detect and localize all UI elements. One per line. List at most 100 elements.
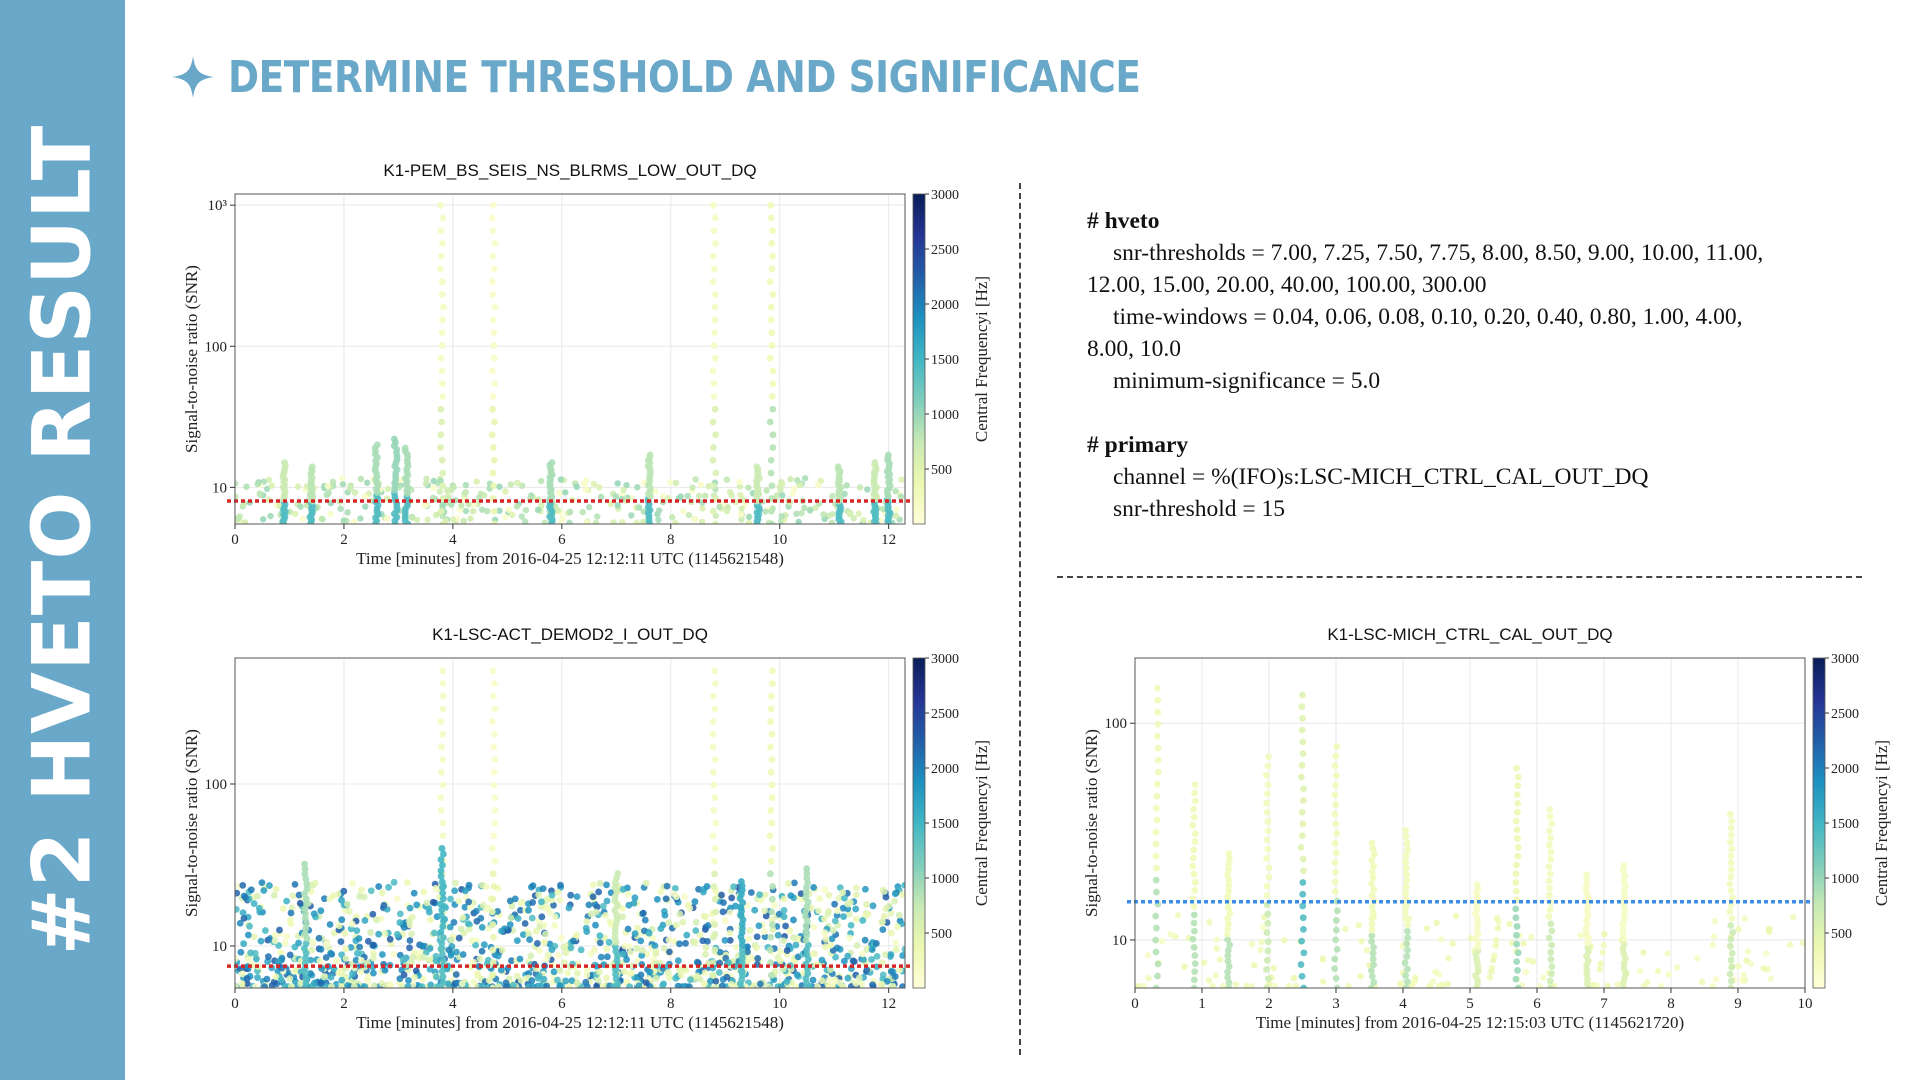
y-tick-label: 100: [205, 339, 228, 355]
sidebar-title: #2 HVETO RESULT: [15, 124, 109, 956]
x-tick-label: 5: [1466, 996, 1474, 1012]
chart-lsc-act-demod2: K1-LSC-ACT_DEMOD2_I_OUT_DQ 0 2 4 6 8 10 12 10 100…: [175, 612, 995, 1032]
spike-12: [1619, 862, 1629, 988]
x-tick-label: 6: [1533, 996, 1541, 1012]
x-tick-label: 8: [667, 532, 675, 548]
y-tick-label: 10: [212, 939, 227, 955]
colorbar-tick-label: 2500: [931, 243, 959, 258]
x-tick-label: 12: [881, 532, 896, 548]
spike-12: [834, 463, 845, 524]
x-tick-label: 2: [1265, 996, 1273, 1012]
chart-pem-seis: K1-PEM_BS_SEIS_NS_BLRMS_LOW_OUT_DQ 0 2 4 6 8 1…: [175, 148, 995, 568]
colorbar-tick-label: 500: [1831, 927, 1852, 942]
chart-svg: K1-LSC-ACT_DEMOD2_I_OUT_DQ 0 2 4 6 8 10 12 10 100…: [182, 625, 991, 1032]
spike-4: [1297, 691, 1308, 988]
horizontal-divider: [1057, 576, 1862, 578]
colorbar-tick-label: 2000: [931, 298, 959, 313]
channel-line: channel = %(IFO)s:LSC-MICH_CTRL_CAL_OUT_…: [1113, 464, 1649, 490]
y-tick-label: 10: [212, 480, 227, 496]
spike-9: [546, 459, 556, 524]
time-windows-continuation: 8.00, 10.0: [1087, 336, 1181, 362]
x-tick-label: 1: [1198, 996, 1206, 1012]
colorbar-tick-label: 3000: [1831, 652, 1859, 667]
x-tick-label: 2: [340, 996, 348, 1012]
snr-thresholds-continuation: 12.00, 15.00, 20.00, 40.00, 100.00, 300.…: [1087, 272, 1487, 298]
colorbar: 500 1000 1500 2000 2500 3000 Central Frequency…: [912, 188, 991, 525]
x-tick-label: 8: [667, 996, 675, 1012]
spike-2: [709, 201, 720, 524]
spike-6: [371, 441, 382, 524]
chart-title: K1-PEM_BS_SEIS_NS_BLRMS_LOW_OUT_DQ: [383, 161, 756, 180]
spike-3: [766, 667, 777, 988]
spike-5: [300, 860, 311, 988]
spike-8: [401, 444, 412, 524]
colorbar-tick-label: 2500: [931, 707, 959, 722]
colorbar-tick-label: 1500: [1831, 817, 1859, 832]
chart-svg: K1-PEM_BS_SEIS_NS_BLRMS_LOW_OUT_DQ 0 2 4 6 8 1…: [182, 161, 991, 568]
colorbar: 500 1000 1500 2000 2500 3000 Central Frequency…: [912, 652, 991, 989]
snr-threshold-line: snr-threshold = 15: [1113, 496, 1286, 522]
x-tick-label: 0: [231, 996, 239, 1012]
x-tick-label: 9: [1734, 996, 1742, 1012]
snr-thresholds-line: snr-thresholds = 7.00, 7.25, 7.50, 7.75,…: [1113, 240, 1764, 266]
spike-10: [644, 451, 654, 524]
colorbar-tick-label: 2000: [931, 762, 959, 777]
colorbar-tick-label: 500: [931, 927, 952, 942]
spike-2: [1223, 850, 1234, 988]
colorbar-tick-label: 1000: [931, 408, 959, 423]
x-tick-label: 10: [1798, 996, 1813, 1012]
spike-14: [883, 451, 894, 524]
x-axis-label: Time [minutes] from 2016-04-25 12:15:03 …: [1256, 1013, 1684, 1032]
x-tick-label: 4: [449, 532, 457, 548]
spike-7: [1401, 827, 1412, 988]
spike-1: [488, 667, 499, 988]
y-tick-label: 100: [1105, 716, 1128, 732]
colorbar-tick-label: 1500: [931, 817, 959, 832]
colorbar-label: Central Frequencyi [Hz]: [972, 740, 991, 906]
x-tick-label: 10: [772, 996, 787, 1012]
x-tick-label: 6: [558, 532, 566, 548]
x-tick-label: 0: [231, 532, 239, 548]
x-axis-label: Time [minutes] from 2016-04-25 12:12:11 …: [356, 549, 784, 568]
spike-1: [1189, 781, 1199, 988]
colorbar-tick-label: 2000: [1831, 762, 1859, 777]
spike-4: [437, 845, 447, 988]
spike-6: [802, 865, 812, 988]
spike-5: [1331, 743, 1341, 988]
spike-0: [437, 201, 447, 524]
x-tick-label: 10: [772, 532, 787, 548]
colorbar-tick-label: 500: [931, 463, 952, 478]
chart-lsc-mich-ctrl: K1-LSC-MICH_CTRL_CAL_OUT_DQ 0 1 2 3 4 5 6 7 8 9 10 1…: [1075, 612, 1895, 1032]
y-tick-label: 10³: [208, 198, 228, 214]
hveto-header: # hveto: [1087, 208, 1160, 234]
x-tick-label: 0: [1131, 996, 1139, 1012]
x-tick-label: 8: [1667, 996, 1675, 1012]
y-axis-label: Signal-to-noise ratio (SNR): [1082, 729, 1101, 917]
x-tick-label: 4: [1399, 996, 1407, 1012]
four-point-star-icon: [172, 56, 214, 98]
y-axis-label: Signal-to-noise ratio (SNR): [182, 729, 201, 917]
spike-10: [1545, 806, 1556, 988]
colorbar-tick-label: 3000: [931, 188, 959, 203]
colorbar-tick-label: 1000: [931, 872, 959, 887]
spike-4: [279, 459, 289, 524]
slide-title: DETERMINE THRESHOLD AND SIGNIFICANCE: [172, 44, 1302, 110]
chart-title: K1-LSC-ACT_DEMOD2_I_OUT_DQ: [432, 625, 708, 644]
slide-title-text: DETERMINE THRESHOLD AND SIGNIFICANCE: [228, 51, 1141, 103]
spike-0: [1152, 684, 1162, 988]
spike-3: [1262, 753, 1273, 988]
colorbar-tick-label: 1500: [931, 353, 959, 368]
colorbar-tick-label: 2500: [1831, 707, 1859, 722]
y-axis-label: Signal-to-noise ratio (SNR): [182, 265, 201, 453]
colorbar-label: Central Frequencyi [Hz]: [1872, 740, 1891, 906]
colorbar: 500 1000 1500 2000 2500 3000 Central Frequency…: [1812, 652, 1891, 989]
x-tick-label: 7: [1600, 996, 1608, 1012]
minimum-significance-line: minimum-significance = 5.0: [1113, 368, 1381, 394]
spike-9: [1512, 764, 1522, 988]
vertical-divider: [1019, 183, 1021, 1055]
colorbar-tick-label: 1000: [1831, 872, 1859, 887]
spike-8: [1472, 881, 1482, 988]
y-tick-label: 10: [1112, 933, 1127, 949]
chart-svg: K1-LSC-MICH_CTRL_CAL_OUT_DQ 0 1 2 3 4 5 6 7 8 9 10 1…: [1082, 625, 1891, 1032]
x-axis-label: Time [minutes] from 2016-04-25 12:12:11 …: [356, 1013, 784, 1032]
